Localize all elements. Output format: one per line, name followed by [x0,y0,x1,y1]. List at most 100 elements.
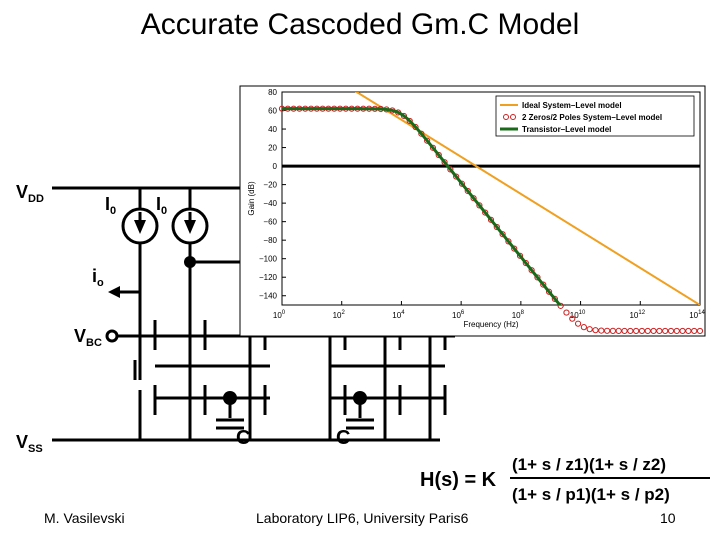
series-2z2p-point [557,302,564,309]
y-axis-label: Gain (dB) [247,181,256,216]
formula-lhs: H(s) = K [420,469,497,491]
series-2z2p-point [569,315,576,322]
y-tick-label: −140 [259,292,278,301]
series-2z2p-point [476,202,483,209]
page-number: 10 [660,510,676,526]
formula-denominator: (1+ s / p1)(1+ s / p2) [512,485,670,504]
series-2z2p-point [511,245,518,252]
legend-box [495,95,695,137]
series-2z2p-point [458,180,466,187]
series-2z2p-point [412,123,419,131]
series-2z2p-point [429,144,437,151]
series-2z2p-point [633,327,640,335]
series-2z2p-point [679,327,686,335]
series-2z2p-point [522,259,529,267]
y-tick-label: −80 [263,236,277,245]
legend-marker [510,114,516,120]
y-tick-label: −100 [259,255,278,264]
series-2z2p-point [580,324,587,331]
series-2z2p-point [487,216,495,223]
series-2z2p-point [516,252,524,259]
current-arrow-1-icon [134,220,146,234]
series-2z2p-point [493,223,500,231]
node-dot-1 [184,256,196,268]
x-tick-label: 106 [452,310,465,320]
series-2z2p-point [435,151,442,159]
series-2z2p-point [528,267,535,274]
series-2z2p-point [673,327,680,335]
series-2z2p-point [696,327,704,335]
io-label: io [92,266,104,289]
series-2z2p-point [650,327,657,335]
series-2z2p-point [574,320,582,327]
series-2z2p-point [609,327,617,334]
legend-marker [503,114,509,120]
series-2z2p-point [615,327,622,335]
series-2z2p-point [470,195,477,202]
x-tick-label: 1012 [629,310,645,320]
node-dot-2 [223,391,237,405]
i0-label-1: I0 [105,194,116,217]
vdd-label: VDD [16,182,44,205]
series-2z2p-point [482,209,489,216]
formula-numerator: (1+ s / z1)(1+ s / z2) [512,455,666,474]
y-tick-label: −60 [263,218,277,227]
y-tick-label: 0 [273,162,278,171]
legend-label: Transistor–Level model [522,125,611,134]
vss-label: VSS [16,432,43,455]
series-2z2p-point [598,327,605,334]
y-tick-label: 20 [268,144,277,153]
output-arrow-icon [108,286,120,298]
transistor-stack-1 [133,320,157,440]
series-2z2p-point [604,327,611,334]
x-tick-label: 104 [392,310,405,320]
series-2z2p-point [691,327,698,335]
series-2z2p-point [656,327,663,335]
x-tick-label: 100 [273,310,286,320]
series-2z2p-point [685,327,692,335]
series-2z2p-point [453,173,460,180]
node-dot-3 [353,391,367,405]
y-tick-label: −20 [263,181,277,190]
series-2z2p-point [551,295,558,302]
transfer-function: H(s) = K (1+ s / z1)(1+ s / z2) (1+ s / … [420,455,710,504]
x-tick-label: 1014 [689,310,705,320]
legend-label: 2 Zeros/2 Poles System–Level model [522,113,662,122]
series-2z2p-point [540,281,547,288]
x-tick-label: 1010 [570,310,586,320]
transistor-stack-2 [188,320,207,440]
y-tick-label: −120 [259,273,278,282]
series-2z2p-point [545,288,553,295]
y-tick-label: 60 [268,107,277,116]
series-2z2p-point [627,327,634,335]
i0-label-2: I0 [156,194,167,217]
series-2z2p-point [441,159,448,166]
series-2z2p-point [621,327,628,335]
series-2z2p-point [464,187,471,195]
series-2z2p-point [592,327,599,334]
vbc-terminal-icon [105,329,119,343]
series-2z2p-point [586,326,593,333]
capacitor-2-label: C [336,427,350,449]
y-tick-label: −40 [263,199,277,208]
capacitor-1-label: C [236,427,250,449]
series-2z2p-point [534,274,541,281]
series-2z2p-point [638,327,646,335]
x-tick-label: 108 [512,310,525,320]
footer-affiliation: Laboratory LIP6, University Paris6 [256,510,469,526]
series-ideal-line [354,92,700,305]
x-tick-label: 102 [333,310,346,320]
series-2z2p-point [644,327,651,335]
slide-title: Accurate Cascoded Gm.C Model [140,8,580,41]
series-2z2p-point [499,231,506,238]
series-2z2p-point [667,327,675,335]
series-transistor-line-overlay [282,107,561,305]
x-axis-label: Frequency (Hz) [463,320,518,329]
legend-label: Ideal System–Level model [522,101,622,110]
series-2z2p-point [563,309,570,316]
current-arrow-2-icon [184,220,196,234]
series-2z2p-point [424,137,431,144]
y-tick-label: 80 [268,88,277,97]
series-2z2p-point [662,327,669,335]
